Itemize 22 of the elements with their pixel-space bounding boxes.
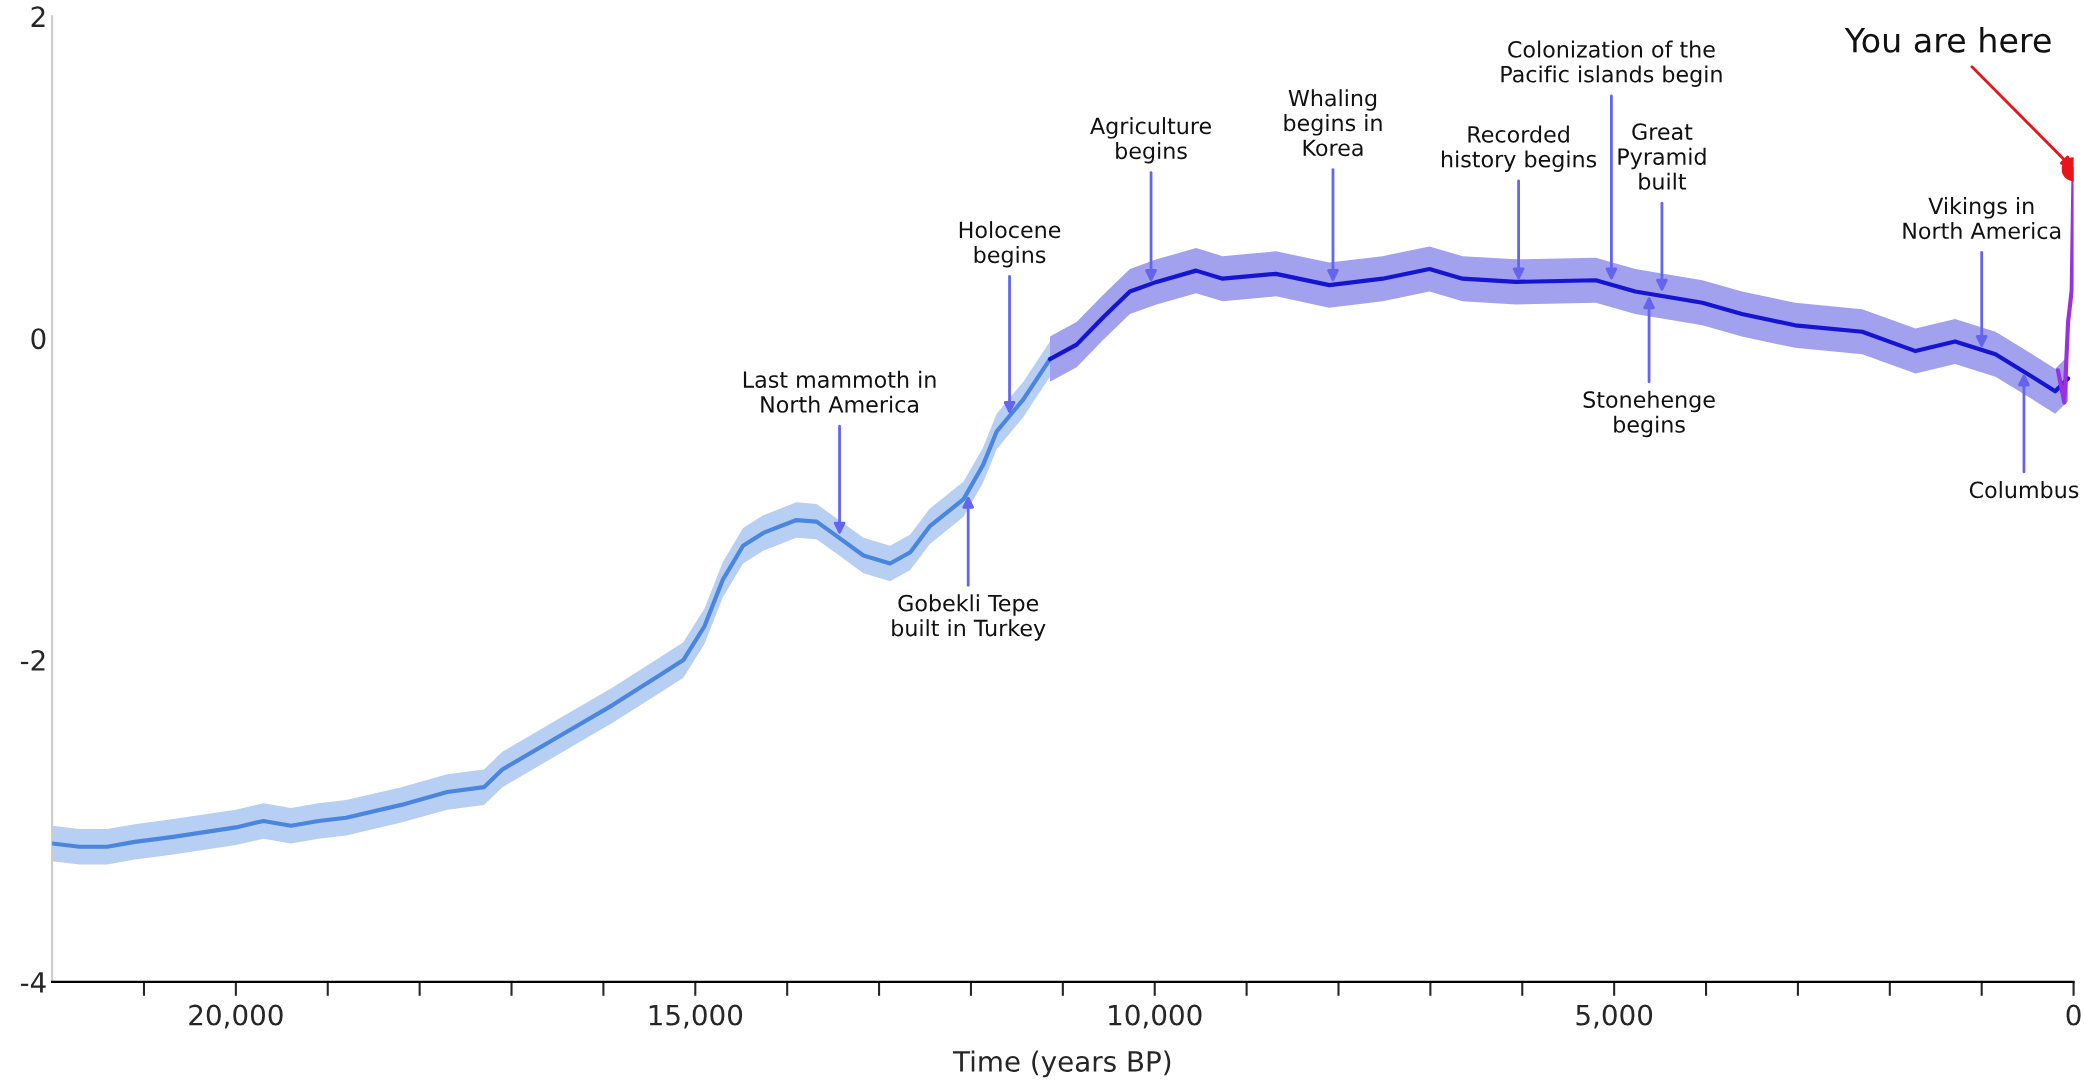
x-tick-label: 0 <box>2066 1004 2081 1026</box>
x-tick-label: 15,000 <box>649 1004 743 1029</box>
annotation: Gobekli Tepe built in Turkey <box>892 594 1046 641</box>
annotation: Stonehenge begins <box>1583 390 1715 438</box>
x-tick-label: 20,000 <box>189 1004 283 1029</box>
annotation: Colonization of the Pacific islands begin <box>1501 40 1722 87</box>
annotation: Vikings in North America <box>1903 197 2061 240</box>
annotation: Recorded history begins <box>1442 125 1597 172</box>
annotation: Whaling begins in Korea <box>1284 89 1382 157</box>
annotation: Great Pyramid built <box>1618 123 1706 190</box>
x-axis-title: Time (years BP) <box>952 1050 1171 1078</box>
annotation: Holocene begins <box>959 221 1061 268</box>
annotation: Last mammoth in North America <box>743 370 936 413</box>
y-tick-label: -4 <box>20 972 46 993</box>
annotation: Columbus <box>1969 481 2079 499</box>
annotation: You are here <box>1844 26 2051 53</box>
y-tick-label: 2 <box>31 6 45 27</box>
y-tick-label: -2 <box>20 649 45 671</box>
y-tick-label: 0 <box>31 328 46 350</box>
x-tick-label: 5,000 <box>1576 1004 1653 1029</box>
x-tick-label: 10,000 <box>1109 1004 1202 1029</box>
annotation: Agriculture begins <box>1090 117 1211 164</box>
